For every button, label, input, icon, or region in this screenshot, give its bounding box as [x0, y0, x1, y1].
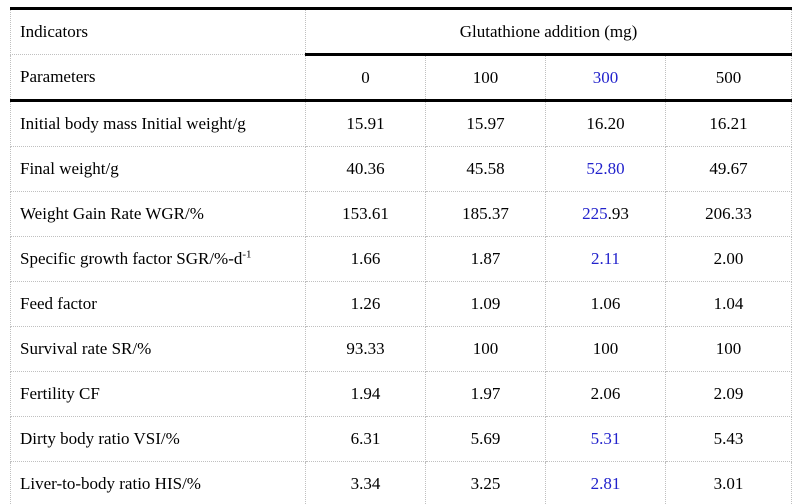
- dose-header-cell: 0: [305, 54, 426, 102]
- value-cell: 15.91: [305, 100, 426, 147]
- value-cell: 100: [664, 326, 793, 372]
- table-row: Fertility CF 1.94 1.97 2.06 2.09: [10, 371, 793, 417]
- value-cell: 16.21: [664, 100, 793, 147]
- table-row: Final weight/g 40.36 45.58 52.80 49.67: [10, 146, 793, 192]
- glutathione-results-table: Indicators Glutathione addition (mg) Par…: [10, 7, 793, 504]
- dose-header-cell: 300: [545, 54, 666, 102]
- parameters-header-cell: Parameters: [10, 54, 306, 102]
- value-cell: 2.09: [664, 371, 793, 417]
- row-label-cell: Weight Gain Rate WGR/%: [10, 191, 306, 237]
- value-cell: 185.37: [425, 191, 546, 237]
- value-cell: 5.43: [664, 416, 793, 462]
- dose-header-cell: 500: [664, 54, 793, 102]
- value-cell: 49.67: [664, 146, 793, 192]
- value-cell: 1.94: [305, 371, 426, 417]
- row-label-cell: Specific growth factor SGR/%-d-1: [10, 236, 306, 282]
- header-row-doses: Parameters 0 100 300 500: [10, 54, 793, 102]
- table-row: Liver-to-body ratio HIS/% 3.34 3.25 2.81 3.0…: [10, 461, 793, 504]
- table-row: Initial body mass Initial weight/g 15.91 1…: [10, 100, 793, 147]
- value-cell: 5.31: [545, 416, 666, 462]
- value-cell: 1.97: [425, 371, 546, 417]
- table-row: Dirty body ratio VSI/% 6.31 5.69 5.31 5.43: [10, 416, 793, 462]
- value-cell: 93.33: [305, 326, 426, 372]
- value-cell: 3.01: [664, 461, 793, 504]
- value-cell: 2.00: [664, 236, 793, 282]
- value-cell: 1.87: [425, 236, 546, 282]
- value-cell: 40.36: [305, 146, 426, 192]
- row-label-cell: Dirty body ratio VSI/%: [10, 416, 306, 462]
- indicators-header-cell: Indicators: [10, 8, 306, 55]
- value-cell: 1.04: [664, 281, 793, 327]
- table-row: Specific growth factor SGR/%-d-1 1.66 1.87…: [10, 236, 793, 282]
- header-row-group: Indicators Glutathione addition (mg): [10, 8, 793, 56]
- value-cell: 3.25: [425, 461, 546, 504]
- row-label-cell: Fertility CF: [10, 371, 306, 417]
- value-cell: 206.33: [664, 191, 793, 237]
- value-cell: 1.09: [425, 281, 546, 327]
- value-cell: 1.06: [545, 281, 666, 327]
- value-cell: 2.11: [545, 236, 666, 282]
- row-label-cell: Liver-to-body ratio HIS/%: [10, 461, 306, 504]
- value-cell: 1.66: [305, 236, 426, 282]
- value-cell: 100: [545, 326, 666, 372]
- value-cell: 2.81: [545, 461, 666, 504]
- value-cell: 1.26: [305, 281, 426, 327]
- table-row: Survival rate SR/% 93.33 100 100 100: [10, 326, 793, 372]
- value-cell: 15.97: [425, 100, 546, 147]
- value-cell: 3.34: [305, 461, 426, 504]
- value-cell: 45.58: [425, 146, 546, 192]
- value-cell: 6.31: [305, 416, 426, 462]
- value-cell: 2.06: [545, 371, 666, 417]
- row-label-cell: Initial body mass Initial weight/g: [10, 100, 306, 147]
- dose-header-cell: 100: [425, 54, 546, 102]
- value-cell: 16.20: [545, 100, 666, 147]
- group-header-cell: Glutathione addition (mg): [304, 8, 793, 56]
- value-cell: 100: [425, 326, 546, 372]
- value-cell: 52.80: [545, 146, 666, 192]
- table-row: Feed factor 1.26 1.09 1.06 1.04: [10, 281, 793, 327]
- row-label-cell: Final weight/g: [10, 146, 306, 192]
- row-label-cell: Feed factor: [10, 281, 306, 327]
- value-cell: 153.61: [305, 191, 426, 237]
- value-cell: 225.93: [545, 191, 666, 237]
- value-cell: 5.69: [425, 416, 546, 462]
- table-row: Weight Gain Rate WGR/% 153.61 185.37 225.93…: [10, 191, 793, 237]
- row-label-cell: Survival rate SR/%: [10, 326, 306, 372]
